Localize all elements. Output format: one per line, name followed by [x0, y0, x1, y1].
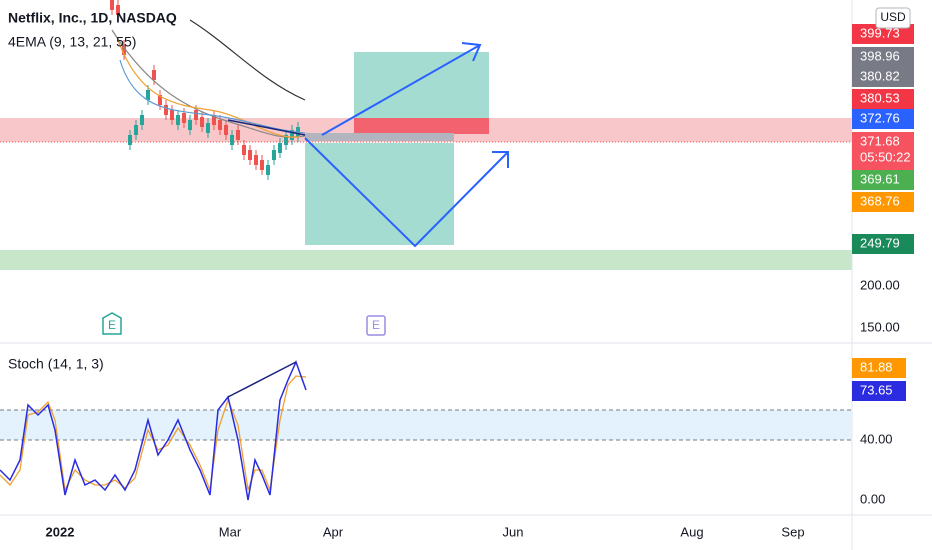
price-label: 399.73: [860, 25, 900, 40]
price-label-box: [852, 67, 914, 87]
stoch-label-box: [852, 381, 906, 401]
symbol-title: Netflix, Inc., 1D, NASDAQ: [8, 10, 177, 26]
arrow: [304, 137, 509, 248]
stoch-label: 0.00: [860, 491, 885, 506]
price-label: 369.61: [860, 171, 900, 186]
arrows: [304, 42, 509, 248]
marker-label: E: [108, 318, 116, 332]
candle-body: [146, 90, 150, 100]
stoch-title: Stoch (14, 1, 3): [8, 356, 104, 372]
candle-body: [152, 70, 156, 80]
marker-label: E: [372, 318, 380, 332]
stoch-label: 81.88: [860, 359, 893, 374]
price-label-box: [852, 89, 914, 109]
candle-body: [260, 160, 264, 170]
price-label-box: [852, 109, 914, 129]
candle-body: [194, 110, 198, 120]
currency-button[interactable]: [875, 7, 911, 29]
candle-body: [110, 0, 114, 10]
price-label: 380.53: [860, 90, 900, 105]
target-zone: [354, 52, 489, 118]
candle-body: [170, 110, 174, 120]
price-label: 368.76: [860, 193, 900, 208]
price-label-box: [852, 47, 914, 67]
candle-body: [206, 123, 210, 133]
stoch-band: [0, 410, 852, 440]
indicator-title: 4EMA (9, 13, 21, 55): [8, 34, 136, 50]
candle-body: [128, 135, 132, 145]
stoch-k-line: [0, 359, 307, 501]
earnings-marker[interactable]: E: [102, 312, 122, 335]
price-label: 150.00: [860, 319, 900, 334]
candle-body: [248, 150, 252, 160]
candle-body: [188, 120, 192, 130]
target-zone: [305, 143, 454, 245]
time-label: Mar: [219, 524, 242, 539]
price-label-box: [852, 170, 914, 190]
earnings-marker[interactable]: E: [366, 315, 386, 336]
candle-body: [266, 165, 270, 175]
price-label: 249.79: [860, 235, 900, 250]
entry-zone: [305, 133, 454, 141]
trend-line: [227, 119, 306, 136]
support-zone: [0, 250, 852, 270]
price-label-box: [852, 132, 914, 172]
ema-line: [189, 19, 306, 101]
candle-body: [272, 150, 276, 160]
stoch-label: 73.65: [860, 382, 893, 397]
time-label: Aug: [680, 524, 703, 539]
candle-body: [158, 95, 162, 105]
candle-body: [176, 115, 180, 125]
candle-body: [218, 120, 222, 130]
price-label: 200.00: [860, 277, 900, 292]
time-label: Jun: [503, 524, 524, 539]
candle-body: [278, 143, 282, 153]
marker-shape: [102, 312, 122, 335]
candle-body: [140, 115, 144, 125]
ema-line: [119, 59, 306, 134]
ema-line: [117, 39, 301, 138]
candle-body: [122, 45, 126, 55]
stop-zone: [354, 118, 489, 134]
marker-shape: [366, 315, 386, 336]
time-label: Sep: [781, 524, 804, 539]
ema-line: [111, 29, 306, 138]
candle-body: [164, 105, 168, 115]
currency-label: USD: [880, 10, 906, 24]
candle-body: [182, 113, 186, 123]
trend-line: [227, 361, 297, 398]
price-label-box: [852, 192, 914, 212]
candle-body: [236, 130, 240, 140]
price-label: 398.96: [860, 48, 900, 63]
candle-body: [134, 125, 138, 135]
candle-body: [200, 117, 204, 127]
time-label: Apr: [323, 524, 344, 539]
price-label: 372.76: [860, 110, 900, 125]
price-label-box: [852, 24, 914, 44]
arrow: [321, 42, 482, 136]
candle-body: [242, 145, 246, 155]
candle-body: [212, 115, 216, 125]
candle-body: [116, 5, 120, 15]
candle-body: [224, 125, 228, 135]
stoch-label-box: [852, 358, 906, 378]
candle-body: [254, 155, 258, 165]
price-label: 371.68: [860, 133, 900, 148]
price-label-box: [852, 234, 914, 254]
price-label: 380.82: [860, 68, 900, 83]
candle-body: [290, 130, 294, 140]
candle-body: [230, 135, 234, 145]
stoch-label: 40.00: [860, 431, 893, 446]
time-label: 2022: [46, 524, 75, 539]
countdown-label: 05:50:22: [860, 149, 911, 164]
candle-body: [284, 135, 288, 145]
